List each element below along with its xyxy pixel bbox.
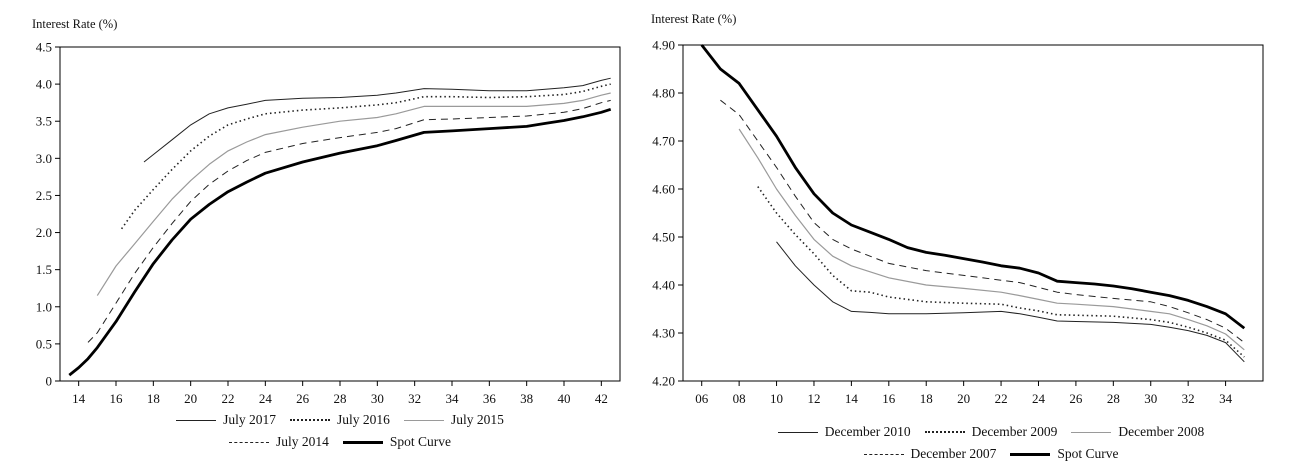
y-tick-label: 0.5 [36, 336, 52, 351]
x-tick-label: 18 [920, 391, 933, 406]
right-yield-curve-chart: 4.20 4.30 4.40 4.50 4.60 4.70 4.80 4.90 06 08 10 12… [652, 38, 1264, 406]
right-legend: December 2010 December 2009 December 200… [706, 424, 1276, 472]
x-tick-label: 14 [845, 391, 859, 406]
legend-entry-july-2015: July 2015 [403, 412, 504, 428]
legend-label: July 2014 [275, 434, 329, 449]
legend-label: Spot Curve [1057, 446, 1119, 461]
plot-frame [682, 44, 1264, 382]
y-tick-label: 2.5 [36, 188, 52, 203]
legend-label: December 2007 [910, 446, 997, 461]
x-tick-label: 32 [408, 391, 421, 406]
legend-entry-july-2016: July 2016 [290, 412, 390, 428]
series-line-july-2014 [87, 99, 611, 343]
y-tick-label: 0 [46, 374, 53, 389]
x-tick-label: 30 [1144, 391, 1157, 406]
x-tick-label: 28 [334, 391, 347, 406]
legend-swatch-thick [342, 440, 383, 444]
legend-entry-december-2010: December 2010 [777, 424, 911, 440]
y-tick-label: 4.80 [652, 86, 675, 101]
legend-entry-spot-curve: Spot Curve [342, 434, 452, 450]
legend-label: December 2009 [971, 424, 1058, 439]
right-y-axis-title: Interest Rate (%) [651, 12, 737, 26]
y-tick-label: 4.30 [652, 326, 675, 341]
x-tick-label: 26 [296, 391, 310, 406]
series-line-december-2007 [720, 99, 1245, 343]
x-tick-label: 16 [882, 391, 896, 406]
y-tick-label: 2.0 [36, 225, 52, 240]
series-line-december-2010 [776, 241, 1245, 363]
series-line-july-2016 [120, 83, 611, 230]
legend-swatch-solid [777, 431, 818, 433]
y-tick-label: 4.5 [36, 40, 52, 55]
legend-swatch-thick [1010, 452, 1051, 456]
legend-swatch-dotted [924, 431, 965, 433]
legend-entry-december-2007: December 2007 [863, 446, 997, 462]
legend-label: July 2015 [450, 412, 504, 427]
legend-entry-december-2009: December 2009 [924, 424, 1058, 440]
y-tick-label: 4.0 [36, 77, 52, 92]
x-tick-label: 28 [1107, 391, 1120, 406]
series-line-spot-curve [700, 44, 1246, 330]
series-line-december-2008 [738, 128, 1245, 351]
x-tick-label: 10 [770, 391, 783, 406]
legend-swatch-gray [1071, 431, 1112, 433]
y-tick-label: 4.70 [652, 134, 675, 149]
series-line-spot-curve [68, 107, 612, 377]
legend-swatch-solid [176, 419, 217, 421]
left-yield-curve-chart: 0 0.5 1.0 1.5 2.0 2.5 3.0 3.5 4.0 4.5 14 16 18 20 22 24… [36, 40, 621, 406]
y-tick-label: 4.20 [652, 374, 675, 389]
y-tick-label: 4.60 [652, 182, 675, 197]
x-tick-label: 16 [110, 391, 124, 406]
series-line-july-2017 [143, 77, 611, 163]
legend-swatch-dashed [863, 453, 904, 455]
legend-label: December 2008 [1118, 424, 1205, 439]
right-chart-panel: Interest Rate (%) 4.20 4.30 4.40 4.50 4.60 4.… [646, 0, 1293, 474]
x-tick-label: 08 [733, 391, 746, 406]
x-tick-label: 20 [184, 391, 197, 406]
x-tick-label: 38 [520, 391, 533, 406]
legend-swatch-dashed [228, 441, 269, 443]
legend-label: Spot Curve [389, 434, 452, 449]
legend-label: December 2010 [824, 424, 911, 439]
legend-entry-july-2017: July 2017 [176, 412, 276, 428]
x-tick-label: 34 [1219, 391, 1233, 406]
y-tick-label: 4.90 [652, 38, 675, 53]
legend-label: July 2016 [337, 412, 390, 427]
x-tick-label: 40 [558, 391, 571, 406]
legend-swatch-dotted [290, 419, 331, 421]
x-tick-label: 12 [807, 391, 820, 406]
series-line-july-2015 [96, 92, 611, 296]
left-y-axis-title: Interest Rate (%) [32, 17, 118, 31]
left-legend: July 2017 July 2016 July 2015 July 2014 … [60, 412, 620, 462]
legend-label: July 2017 [223, 412, 277, 427]
x-tick-label: 06 [695, 391, 709, 406]
y-tick-label: 1.0 [36, 299, 52, 314]
legend-entry-spot-curve: Spot Curve [1010, 446, 1118, 462]
x-tick-label: 24 [1032, 391, 1046, 406]
x-tick-label: 34 [446, 391, 460, 406]
x-tick-label: 20 [957, 391, 970, 406]
x-tick-label: 14 [72, 391, 86, 406]
x-tick-label: 18 [147, 391, 160, 406]
x-tick-label: 22 [995, 391, 1008, 406]
x-tick-label: 26 [1069, 391, 1083, 406]
y-tick-label: 4.50 [652, 230, 675, 245]
x-tick-label: 24 [259, 391, 273, 406]
x-tick-label: 42 [595, 391, 608, 406]
y-tick-label: 4.40 [652, 278, 675, 293]
legend-entry-december-2008: December 2008 [1071, 424, 1204, 440]
y-tick-label: 1.5 [36, 262, 52, 277]
left-chart-panel: Interest Rate (%) 0 0.5 1.0 1.5 2.0 2.5 3.0 3.5… [0, 0, 640, 474]
x-tick-label: 30 [371, 391, 384, 406]
legend-entry-july-2014: July 2014 [228, 434, 329, 450]
x-tick-label: 32 [1182, 391, 1195, 406]
y-tick-label: 3.0 [36, 151, 52, 166]
y-tick-label: 3.5 [36, 114, 52, 129]
x-tick-label: 36 [483, 391, 497, 406]
x-tick-label: 22 [222, 391, 235, 406]
legend-swatch-gray [403, 419, 444, 421]
